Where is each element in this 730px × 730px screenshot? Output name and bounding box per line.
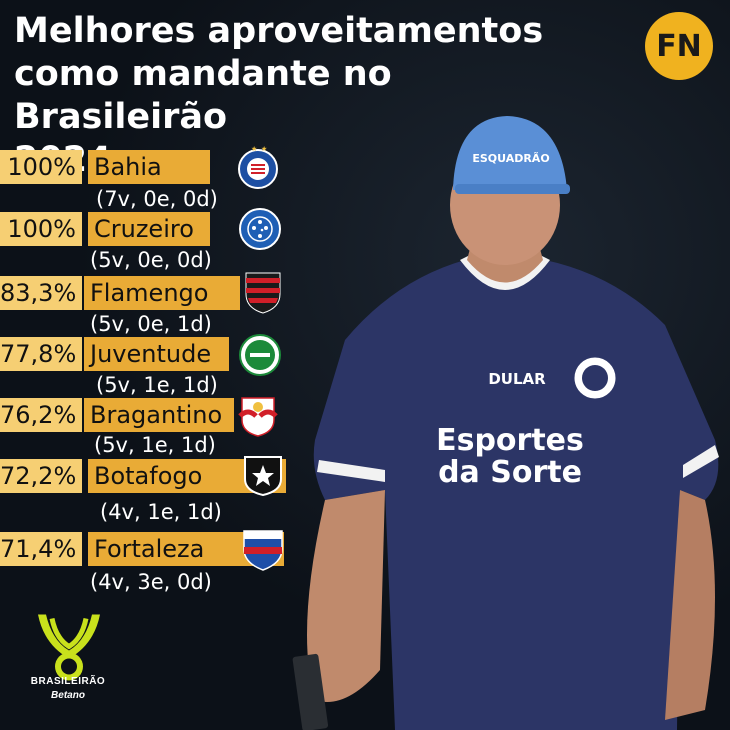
row-percentage: 71,4% xyxy=(0,532,82,566)
row-team-name: Flamengo xyxy=(84,276,240,310)
svg-text:★: ★ xyxy=(261,145,267,153)
row-record: (7v, 0e, 0d) xyxy=(96,187,218,211)
row-record: (4v, 3e, 0d) xyxy=(90,570,212,594)
brasileirao-logo-icon xyxy=(38,614,100,681)
fn-logo: FN xyxy=(645,12,713,80)
row-percentage: 72,2% xyxy=(0,459,82,493)
row-record: (5v, 1e, 1d) xyxy=(96,373,218,397)
row-record: (4v, 1e, 1d) xyxy=(100,500,222,524)
league-sponsor: Betano xyxy=(51,690,85,701)
fortaleza-crest-icon xyxy=(243,530,283,571)
title-line-2: como mandante no Brasileirão xyxy=(14,54,392,137)
cruzeiro-crest-icon xyxy=(239,208,281,250)
juventude-crest-icon xyxy=(239,334,281,376)
league-name: BRASILEIRÃO xyxy=(30,676,106,687)
chest-brand: DULAR xyxy=(488,370,546,388)
row-record: (5v, 1e, 1d) xyxy=(94,433,216,457)
row-record: (5v, 0e, 1d) xyxy=(90,312,212,336)
row-percentage: 100% xyxy=(0,212,82,246)
sponsor-line1: Esportes xyxy=(436,423,584,458)
row-team-name: Juventude xyxy=(84,337,229,371)
bahia-crest-icon: ★ ★ xyxy=(238,145,278,189)
flamengo-crest-icon xyxy=(245,272,281,314)
botafogo-crest-icon xyxy=(244,456,282,497)
row-percentage: 76,2% xyxy=(0,398,82,432)
row-team-name: Bahia xyxy=(88,150,210,184)
svg-text:★: ★ xyxy=(251,145,257,153)
row-team-name: Bragantino xyxy=(84,398,234,432)
row-record: (5v, 0e, 0d) xyxy=(90,248,212,272)
bragantino-crest-icon xyxy=(238,397,278,437)
coach-figure: ESQUADRÃO DULAR Esportes da Sorte xyxy=(292,116,719,730)
row-percentage: 100% xyxy=(0,150,82,184)
row-percentage: 77,8% xyxy=(0,337,82,371)
sponsor-line2: da Sorte xyxy=(438,455,582,490)
row-percentage: 83,3% xyxy=(0,276,82,310)
title-line-1: Melhores aproveitamentos xyxy=(14,11,544,51)
cap-text: ESQUADRÃO xyxy=(472,152,549,165)
row-team-name: Cruzeiro xyxy=(88,212,210,246)
